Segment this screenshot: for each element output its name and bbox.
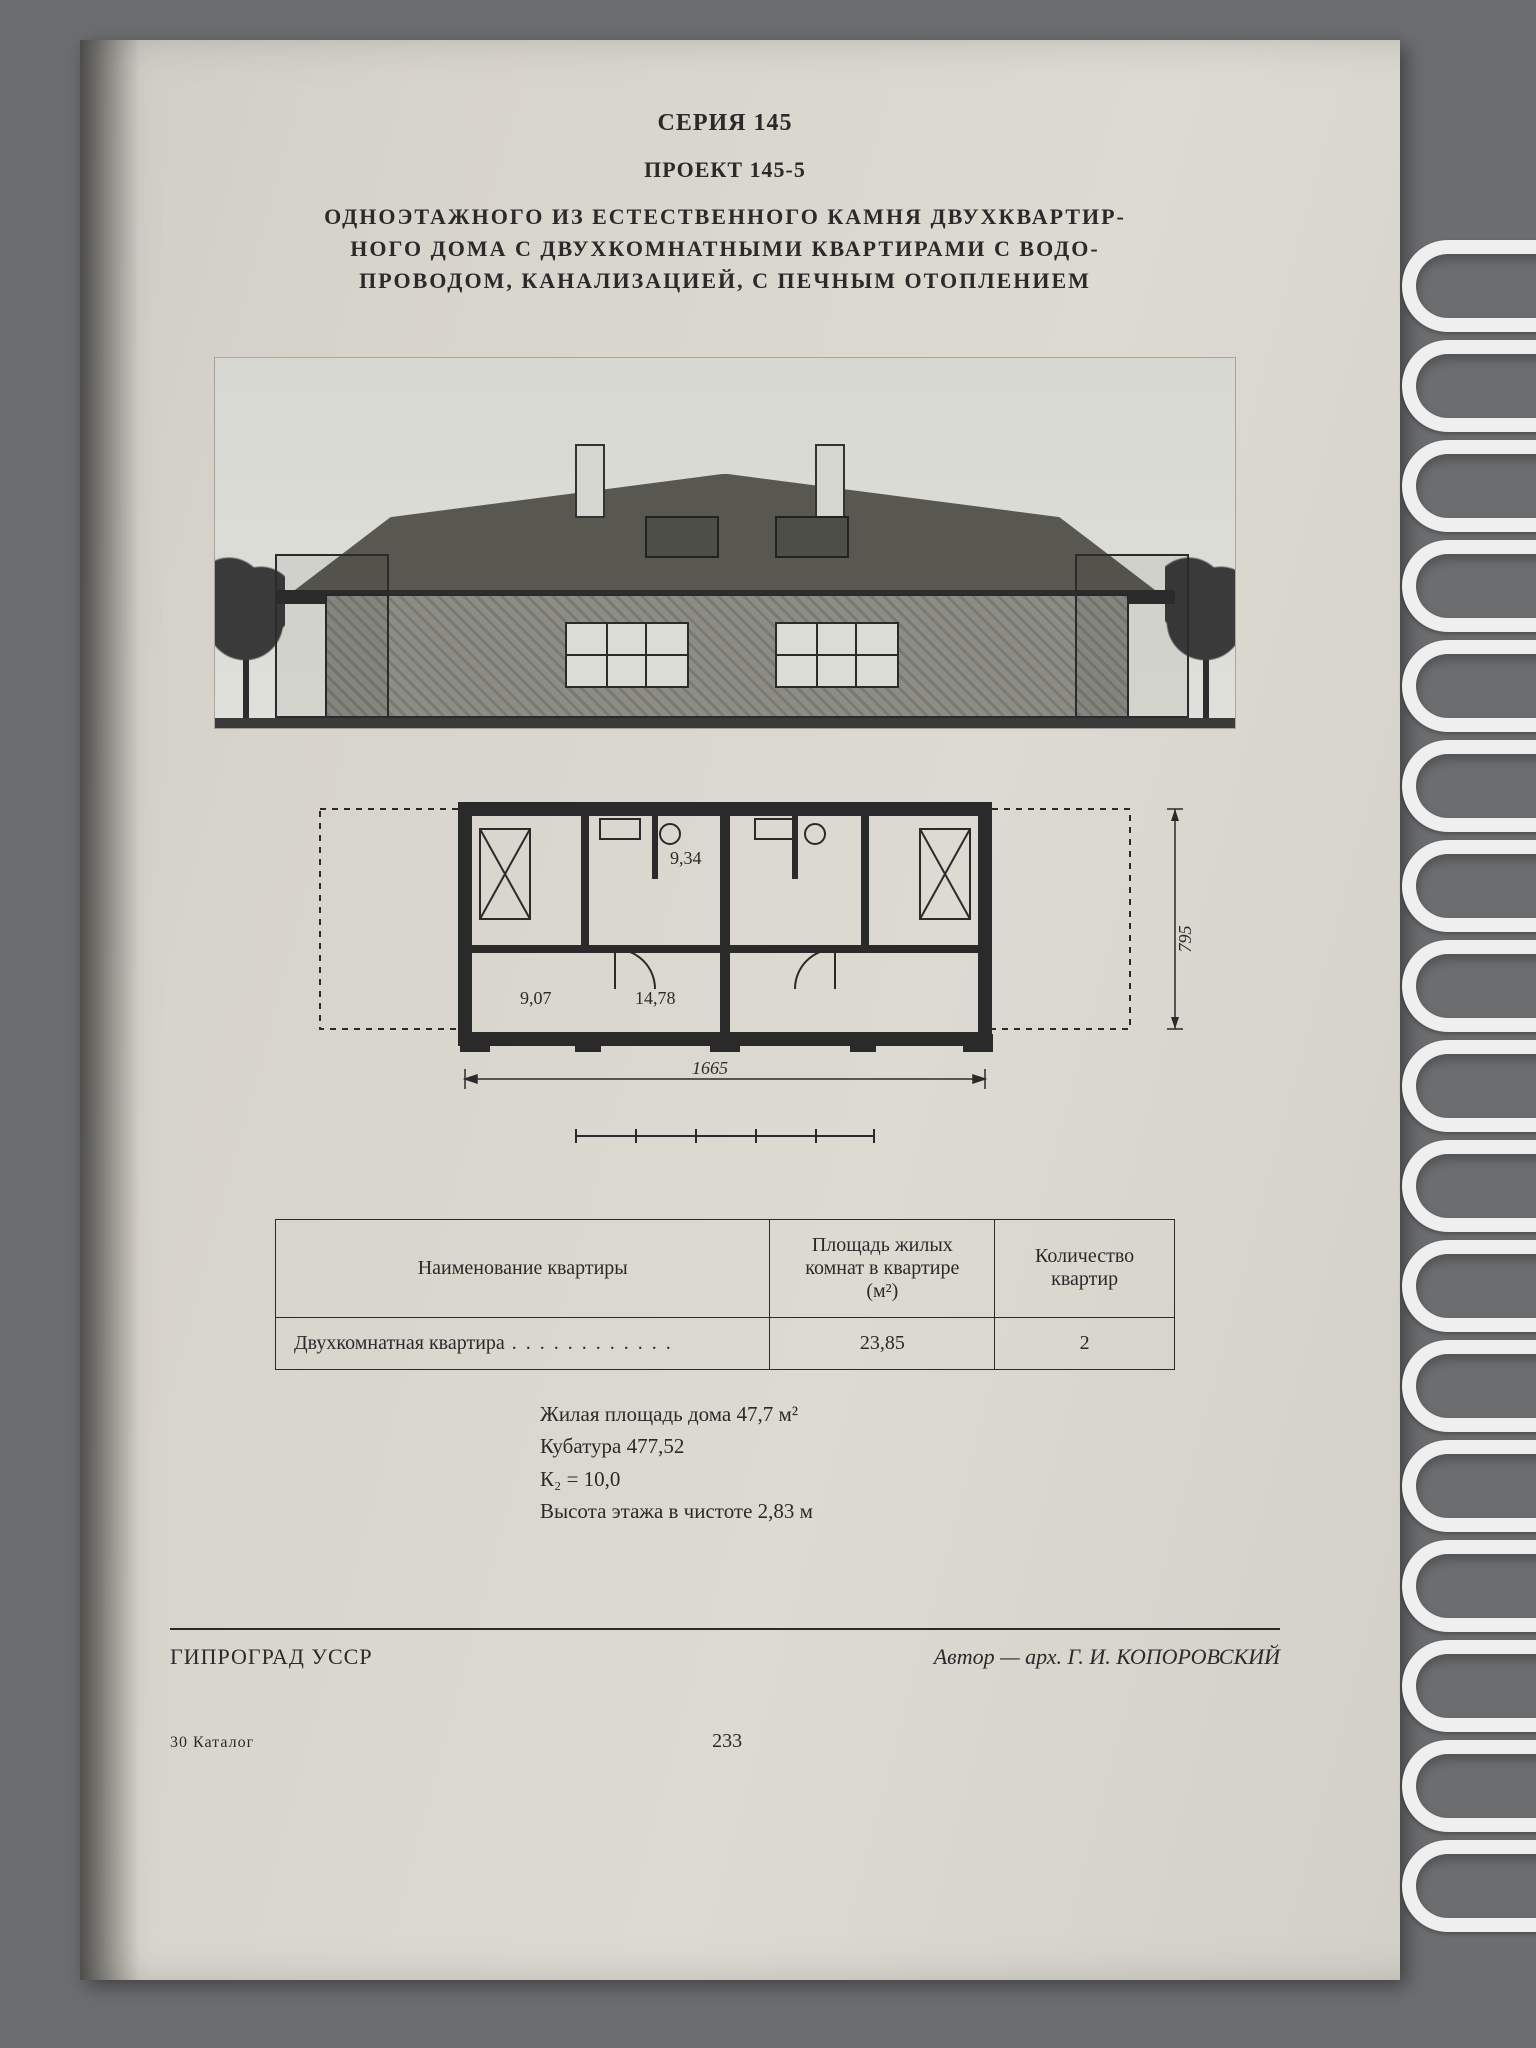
- binding-ring-icon: [1402, 1540, 1536, 1632]
- spec-floor-height: Высота этажа в чистоте 2,83 м: [540, 1495, 1280, 1528]
- binding-ring-icon: [1402, 840, 1536, 932]
- footer-org: ГИПРОГРАД УССР: [170, 1644, 373, 1670]
- desc-line-2: НОГО ДОМА С ДВУХКОМНАТНЫМИ КВАРТИРАМИ С …: [350, 236, 1099, 261]
- binding-ring-icon: [1402, 1840, 1536, 1932]
- divider-line: [170, 1628, 1280, 1630]
- col-name: Наименование квартиры: [276, 1219, 770, 1317]
- dormer-icon: [775, 516, 849, 558]
- elevation-drawing: [214, 357, 1236, 729]
- spec-living-area: Жилая площадь дома 47,7 м²: [540, 1398, 1280, 1431]
- binding-ring-icon: [1402, 1340, 1536, 1432]
- floor-plan-block: 9,07 14,78 9,34 1665: [215, 799, 1235, 1149]
- binding-ring-icon: [1402, 1040, 1536, 1132]
- binding-ring-icon: [1402, 1640, 1536, 1732]
- cell-area: 23,85: [770, 1317, 995, 1369]
- binding-ring-icon: [1402, 1740, 1536, 1832]
- window-icon: [565, 622, 689, 688]
- porch-right: [1075, 554, 1189, 718]
- room-area-2: 14,78: [635, 988, 676, 1008]
- footer-author: Автор — арх. Г. И. КОПОРОВСКИЙ: [934, 1644, 1280, 1670]
- document-page: СЕРИЯ 145 ПРОЕКТ 145-5 ОДНОЭТАЖНОГО ИЗ Е…: [80, 40, 1400, 1980]
- page-number: 233: [712, 1730, 742, 1753]
- binding-ring-icon: [1402, 1240, 1536, 1332]
- binding-ring-icon: [1402, 440, 1536, 532]
- col-area: Площадь жилых комнат в квартире (м²): [770, 1219, 995, 1317]
- dormer-icon: [645, 516, 719, 558]
- table-row: Двухкомнатная квартира 23,85 2: [276, 1317, 1175, 1369]
- dim-width: 1665: [692, 1058, 728, 1078]
- binding-ring-icon: [1402, 1440, 1536, 1532]
- col-qty: Количество квартир: [995, 1219, 1175, 1317]
- porch-left: [275, 554, 389, 718]
- binding-ring-icon: [1402, 1140, 1536, 1232]
- spec-cubature: Кубатура 477,52: [540, 1430, 1280, 1463]
- cell-qty: 2: [995, 1317, 1175, 1369]
- footer-row: ГИПРОГРАД УССР Автор — арх. Г. И. КОПОРО…: [170, 1644, 1280, 1670]
- catalog-ref: 30 Каталог: [170, 1734, 254, 1752]
- room-area-1: 9,07: [520, 988, 552, 1008]
- page-number-row: 30 Каталог 233: [170, 1730, 1280, 1753]
- binding-ring-icon: [1402, 640, 1536, 732]
- floor-plan: 9,07 14,78 9,34 1665: [315, 799, 1135, 1099]
- roof-shape: [285, 474, 1165, 598]
- binding-ring-icon: [1402, 940, 1536, 1032]
- specs-block: Жилая площадь дома 47,7 м² Кубатура 477,…: [540, 1398, 1280, 1528]
- binding-ring-icon: [1402, 340, 1536, 432]
- series-heading: СЕРИЯ 145: [170, 110, 1280, 137]
- chimney-icon: [575, 444, 605, 518]
- chimney-icon: [815, 444, 845, 518]
- desc-line-3: ПРОВОДОМ, КАНАЛИЗАЦИЕЙ, С ПЕЧНЫМ ОТОПЛЕН…: [359, 268, 1091, 293]
- window-icon: [775, 622, 899, 688]
- desc-line-1: ОДНОЭТАЖНОГО ИЗ ЕСТЕСТВЕННОГО КАМНЯ ДВУХ…: [324, 204, 1126, 229]
- spec-k2: К₂ = 10,0: [540, 1463, 1280, 1496]
- cell-name: Двухкомнатная квартира: [276, 1317, 770, 1369]
- scale-bar: [575, 1129, 875, 1149]
- dim-height-group: 795: [1155, 799, 1195, 1039]
- room-area-3: 9,34: [670, 848, 702, 868]
- project-heading: ПРОЕКТ 145-5: [170, 157, 1280, 183]
- dim-height: 795: [1175, 925, 1195, 952]
- binding-ring-icon: [1402, 740, 1536, 832]
- spiral-binding: [1396, 0, 1536, 2048]
- ground-line: [215, 718, 1235, 728]
- apartment-table: Наименование квартиры Площадь жилых комн…: [275, 1219, 1175, 1370]
- description-heading: ОДНОЭТАЖНОГО ИЗ ЕСТЕСТВЕННОГО КАМНЯ ДВУХ…: [170, 201, 1280, 297]
- stone-wall: [325, 594, 1129, 718]
- photo-surface: СЕРИЯ 145 ПРОЕКТ 145-5 ОДНОЭТАЖНОГО ИЗ Е…: [0, 0, 1536, 2048]
- binding-ring-icon: [1402, 240, 1536, 332]
- table-header-row: Наименование квартиры Площадь жилых комн…: [276, 1219, 1175, 1317]
- binding-ring-icon: [1402, 540, 1536, 632]
